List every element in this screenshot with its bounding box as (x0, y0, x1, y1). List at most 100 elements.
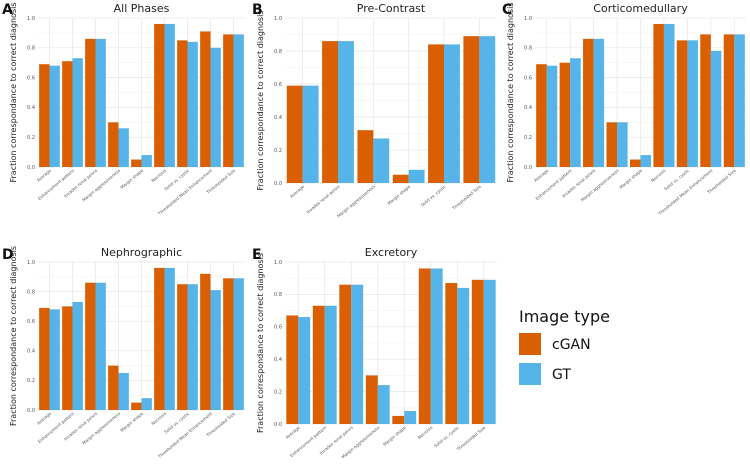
legend-label-gt: GT (552, 367, 571, 383)
y-tick-label: 0.8 (27, 46, 35, 52)
bar-a-cgan-8 (223, 34, 234, 167)
bar-d-cgan-7 (200, 273, 211, 410)
x-tick-label: Necrosis (150, 168, 167, 183)
y-tick-label: 0.4 (274, 357, 282, 363)
bar-a-cgan-1 (62, 61, 73, 167)
bar-e-gt-6 (457, 287, 470, 424)
x-tick-label: Solid vs. cystic (420, 183, 447, 207)
panel-letter: C (502, 2, 512, 18)
y-tick-label: 1.0 (274, 260, 282, 266)
panel-letter: D (2, 247, 14, 263)
bar-e-cgan-3 (365, 375, 378, 424)
bar-b-cgan-5 (463, 36, 480, 184)
bar-b-cgan-2 (357, 130, 374, 183)
x-tick-label: Margin shape (119, 411, 144, 433)
y-tick-label: 0.6 (524, 75, 532, 81)
y-axis-label: Fraction correspondance to correct diagn… (9, 2, 18, 182)
bar-a-gt-0 (49, 65, 60, 167)
bar-e-cgan-0 (286, 315, 299, 424)
x-tick-label: Necrosis (417, 425, 434, 440)
bar-e-gt-1 (324, 305, 337, 424)
bar-d-gt-2 (95, 282, 106, 410)
bar-b-gt-1 (338, 41, 354, 183)
bar-a-gt-4 (141, 155, 152, 167)
bar-e-gt-2 (351, 284, 364, 424)
bar-d-gt-1 (72, 301, 83, 410)
bar-d-cgan-8 (223, 278, 234, 410)
panel-title: All Phases (114, 2, 170, 15)
panel-title: Pre-Contrast (357, 2, 426, 15)
x-tick-label: Solid vs. cystic (433, 424, 460, 448)
y-tick-label: 0.0 (274, 422, 282, 428)
bar-a-cgan-3 (108, 122, 119, 167)
x-tick-label: Margin aggressiveness (336, 184, 376, 219)
y-tick-label: 0.6 (274, 82, 282, 88)
x-tick-label: Margin shape (382, 425, 407, 447)
bar-e-cgan-7 (471, 279, 484, 424)
bar-d-gt-8 (233, 278, 244, 410)
y-tick-label: 0.8 (274, 292, 282, 298)
bar-b-cgan-0 (286, 85, 303, 183)
bar-e-gt-0 (298, 317, 311, 424)
bar-b-gt-5 (479, 36, 496, 184)
bar-e-cgan-2 (339, 284, 352, 424)
bar-b-cgan-4 (428, 44, 444, 184)
x-tick-label: Average (36, 411, 53, 426)
bar-c-cgan-6 (676, 40, 688, 167)
bar-c-gt-6 (687, 40, 698, 167)
bar-a-gt-2 (95, 38, 106, 167)
bar-e-gt-4 (404, 411, 417, 424)
bar-a-gt-6 (187, 41, 198, 168)
x-tick-label: Thresholded Size (451, 184, 483, 212)
y-tick-label: 0.2 (27, 378, 35, 384)
x-tick-label: Necrosis (150, 411, 167, 426)
bar-a-cgan-6 (177, 40, 188, 167)
bar-c-cgan-8 (723, 34, 735, 167)
bar-c-gt-3 (617, 122, 628, 167)
bar-a-cgan-4 (131, 159, 142, 167)
y-axis-label: Fraction correspondance to correct diagn… (9, 246, 18, 426)
bar-b-gt-3 (408, 169, 425, 183)
bar-d-gt-0 (49, 309, 60, 410)
bar-e-gt-5 (430, 268, 443, 424)
bar-c-cgan-0 (536, 64, 547, 167)
bar-d-cgan-4 (131, 402, 142, 410)
bar-c-gt-0 (546, 65, 558, 167)
x-tick-label: Margin shape (618, 168, 643, 190)
bar-c-cgan-2 (583, 38, 594, 167)
bar-d-cgan-6 (177, 284, 188, 410)
bar-c-gt-5 (663, 23, 675, 168)
bar-c-cgan-3 (606, 122, 618, 167)
y-tick-label: 1.0 (27, 260, 35, 266)
panel-title: Excretory (365, 246, 418, 259)
x-tick-label: Margin shape (386, 184, 411, 206)
panel-b: 0.0 0.2 0.4 0.6 0.8 1.0 Average Invades renal p… (252, 2, 497, 219)
bar-c-cgan-1 (559, 62, 571, 168)
y-tick-label: 0.2 (274, 389, 282, 395)
bar-d-gt-5 (164, 267, 175, 410)
bar-e-cgan-4 (392, 415, 405, 424)
bar-c-gt-8 (734, 34, 745, 167)
bar-e-gt-3 (377, 385, 390, 424)
bar-b-cgan-3 (392, 174, 409, 183)
x-tick-label: Average (36, 168, 53, 183)
y-tick-label: 0.0 (274, 181, 282, 187)
y-axis-label: Fraction correspondance to correct diagn… (256, 253, 265, 433)
bar-a-cgan-5 (154, 23, 165, 168)
legend-label-cgan: cGAN (552, 337, 591, 353)
bar-a-gt-7 (210, 47, 221, 167)
x-tick-label: Invades renal pelvis (305, 184, 340, 215)
y-tick-label: 0.4 (274, 115, 282, 121)
y-tick-label: 0.8 (27, 289, 35, 295)
bar-b-gt-4 (444, 44, 460, 184)
x-tick-label: Average (289, 184, 306, 199)
y-tick-label: 0.2 (27, 135, 35, 141)
bar-c-cgan-5 (653, 23, 664, 168)
bar-a-gt-5 (164, 23, 175, 168)
bar-c-gt-7 (710, 50, 722, 167)
bar-a-cgan-0 (39, 64, 50, 167)
bar-c-gt-4 (640, 155, 652, 167)
